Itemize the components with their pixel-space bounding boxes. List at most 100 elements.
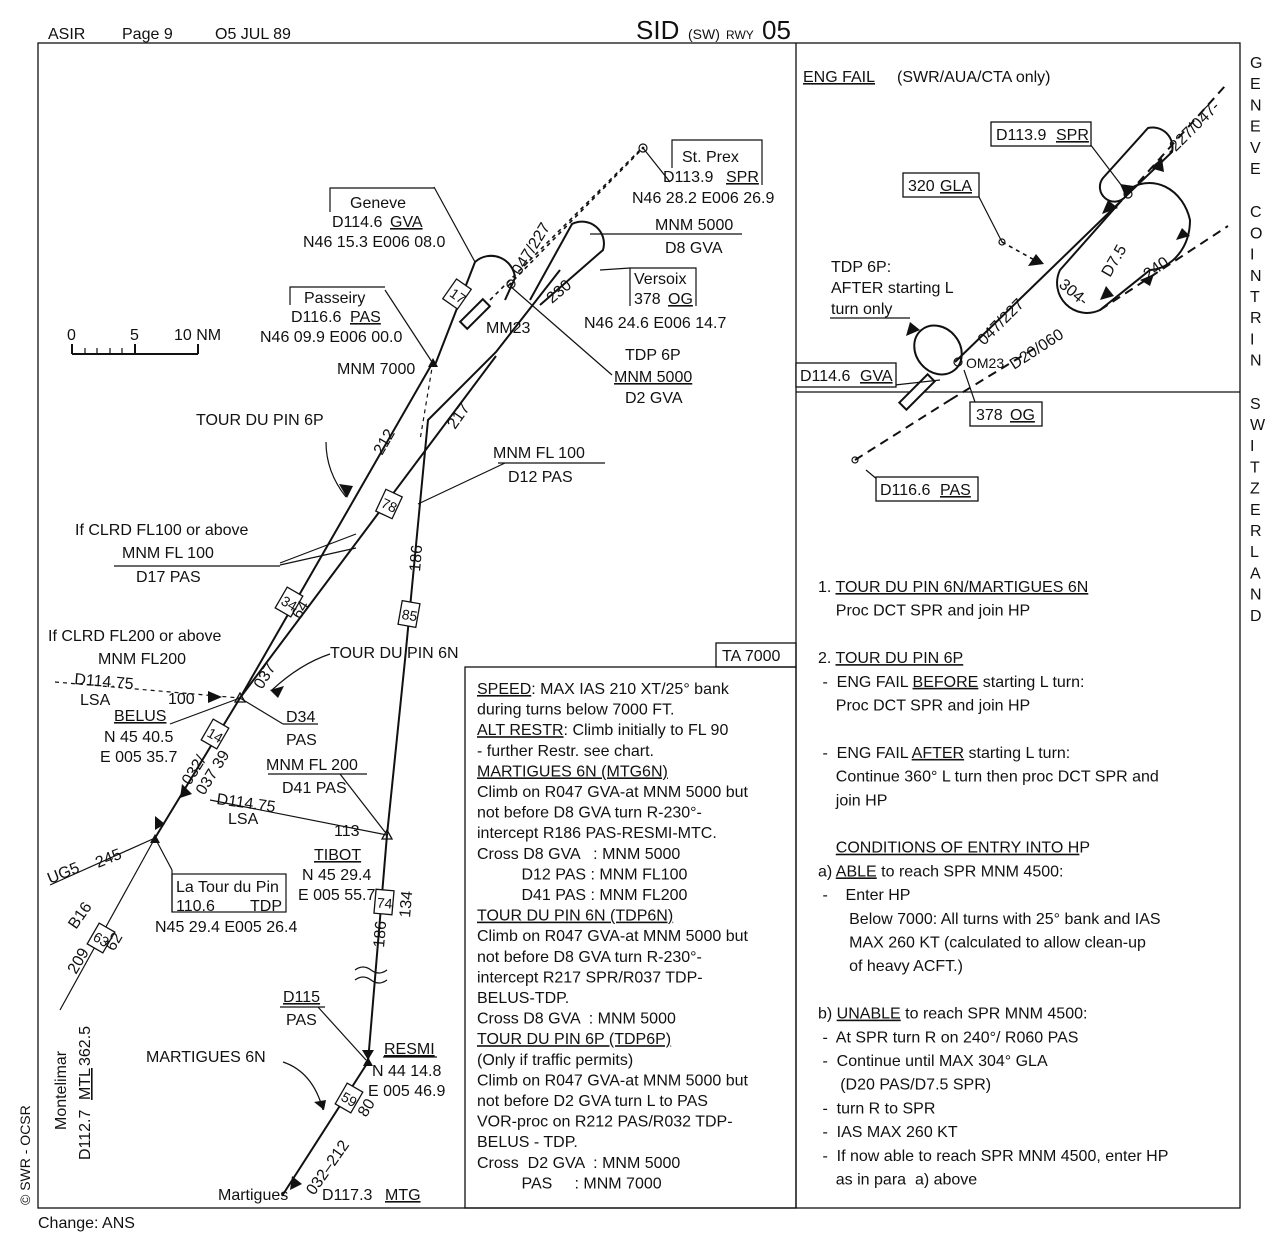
engfail-title: ENG FAIL bbox=[803, 69, 875, 86]
instruction-text: starting L turn: bbox=[964, 745, 1070, 762]
side-title-letter: V bbox=[1250, 140, 1261, 157]
label-mm23: MM23 bbox=[486, 320, 531, 337]
label-b16: B16 bbox=[65, 899, 95, 932]
title-rwy: RWY bbox=[726, 28, 754, 42]
procedure-text: - further Restr. see chart. bbox=[477, 743, 654, 760]
instruction-text: as in para a) above bbox=[818, 1172, 977, 1189]
instruction-line: Proc DCT SPR and join HP bbox=[818, 603, 1030, 620]
procedure-line: Climb on R047 GVA-at MNM 5000 but bbox=[477, 928, 748, 945]
instruction-line: - Enter HP bbox=[818, 887, 910, 904]
procedure-line: - further Restr. see chart. bbox=[477, 743, 654, 760]
procedure-text: : MAX IAS 210 XT/25° bank bbox=[531, 681, 730, 698]
instruction-line: join HP bbox=[818, 792, 887, 809]
instruction-text: starting L turn: bbox=[978, 674, 1084, 691]
latourdupin-coords: N45 29.4 E005 26.4 bbox=[155, 919, 297, 936]
instruction-text: to reach SPR MNM 4500: bbox=[901, 1006, 1088, 1023]
instruction-text: Proc DCT SPR and join HP bbox=[818, 603, 1030, 620]
procedure-text: Climb on R047 GVA-at MNM 5000 but bbox=[477, 784, 748, 801]
ef-spr-box bbox=[990, 121, 1092, 147]
station-passeiry: Passeiry D116.6 PAS N46 09.9 E006 00.0 bbox=[260, 286, 402, 346]
ef-tdp6p: TDP 6P: bbox=[831, 259, 891, 276]
passeiry-ident: PAS bbox=[350, 309, 381, 326]
montelimar-freq: D112.7 bbox=[77, 1109, 94, 1160]
instruction-text: to reach SPR MNM 4500: bbox=[877, 863, 1064, 880]
station-montelimar: Montelimar D112.7 MTL 362.5 bbox=[53, 1026, 94, 1160]
ef-gva-ident: GVA bbox=[860, 368, 893, 385]
label-martigues6n: MARTIGUES 6N bbox=[146, 1049, 266, 1066]
label-r230: 230 bbox=[544, 277, 575, 307]
martigues-ident: MTG bbox=[385, 1187, 421, 1204]
ef-gva-box bbox=[795, 362, 897, 388]
procedure-line: Cross D8 GVA : MNM 5000 bbox=[477, 846, 680, 863]
label-tdp6p: TDP 6P bbox=[625, 347, 681, 364]
label-mnmfl100: MNM FL 100 bbox=[493, 445, 585, 462]
label-mnm5000: MNM 5000 bbox=[655, 217, 733, 234]
procedure-line: VOR-proc on R212 PAS/R032 TDP- bbox=[477, 1114, 733, 1131]
instruction-line: CONDITIONS OF ENTRY INTO HP bbox=[818, 840, 1090, 857]
shield-34: 34 bbox=[278, 592, 300, 614]
title-sid: SID bbox=[636, 15, 679, 45]
side-title-letter: R bbox=[1250, 310, 1262, 327]
montelimar-name: Montelimar bbox=[53, 1050, 70, 1130]
procedure-line: during turns below 7000 FT. bbox=[477, 702, 674, 719]
procedure-text: D41 PAS : MNM FL200 bbox=[477, 887, 688, 904]
label-r64: 64 bbox=[289, 598, 313, 622]
route-shield-63: 63 bbox=[86, 922, 116, 954]
versoix-ident: OG bbox=[668, 291, 693, 308]
belus-lat: N 45 40.5 bbox=[104, 729, 173, 746]
header-page: Page 9 bbox=[122, 26, 173, 43]
instruction-heading: BEFORE bbox=[913, 674, 979, 691]
instruction-text: Continue 360° L turn then proc DCT SPR a… bbox=[818, 769, 1159, 786]
label-clrd200: If CLRD FL200 or above bbox=[48, 628, 222, 645]
route-shield-74: 74 bbox=[373, 888, 395, 916]
montelimar-radial: 362.5 bbox=[77, 1026, 94, 1066]
procedure-text: VOR-proc on R212 PAS/R032 TDP- bbox=[477, 1114, 733, 1131]
instruction-line: - IAS MAX 260 KT bbox=[818, 1124, 958, 1141]
label-r80: 80 bbox=[355, 1096, 379, 1120]
route-shield-34: 34 bbox=[274, 586, 304, 618]
procedure-line: not before D8 GVA turn R-230°- bbox=[477, 805, 702, 822]
shield-74: 74 bbox=[376, 894, 393, 911]
ef-og-box bbox=[969, 401, 1043, 427]
page-title: SID (SW) RWY 05 bbox=[636, 15, 791, 45]
ef-spr-freq: D113.9 bbox=[996, 127, 1047, 144]
tibot-name: TIBOT bbox=[314, 847, 361, 864]
instruction-heading: TOUR DU PIN 6P bbox=[836, 650, 964, 667]
label-d11475: D114.75 bbox=[74, 671, 135, 693]
procedure-line: Climb on R047 GVA-at MNM 5000 but bbox=[477, 784, 748, 801]
versoix-coords: N46 24.6 E006 14.7 bbox=[584, 315, 726, 332]
ef-og-ident: OG bbox=[1010, 407, 1035, 424]
label-d41pas: D41 PAS bbox=[282, 780, 347, 797]
stprex-coords: N46 28.2 E006 26.9 bbox=[632, 190, 774, 207]
shield-78: 78 bbox=[379, 495, 400, 516]
resmi-lat: N 44 14.8 bbox=[372, 1063, 441, 1080]
instruction-text: - Continue until MAX 304° GLA bbox=[818, 1053, 1048, 1070]
procedure-line: SPEED: MAX IAS 210 XT/25° bank bbox=[477, 681, 730, 698]
route-shield-17: 17 bbox=[441, 278, 473, 310]
instruction-text: b) bbox=[818, 1006, 837, 1023]
procedure-text: Climb on R047 GVA-at MNM 5000 but bbox=[477, 928, 748, 945]
instruction-text: join HP bbox=[818, 792, 887, 809]
label-d17pas: D17 PAS bbox=[136, 569, 201, 586]
side-title-letter: Z bbox=[1250, 481, 1260, 498]
label-ug5: UG5 bbox=[45, 860, 82, 888]
station-latourdupin: La Tour du Pin 110.6 TDP N45 29.4 E005 2… bbox=[155, 873, 297, 936]
label-r217: 217 bbox=[444, 401, 473, 433]
label-pas: PAS bbox=[286, 732, 317, 749]
station-martigues: Martigues D117.3 MTG bbox=[218, 1187, 421, 1204]
procedure-text: Cross D8 GVA : MNM 5000 bbox=[477, 846, 680, 863]
latourdupin-ident: TDP bbox=[250, 898, 282, 915]
instruction-line: 2. TOUR DU PIN 6P bbox=[818, 650, 963, 667]
instruction-text: of heavy ACFT.) bbox=[818, 958, 963, 975]
procedure-line: not before D8 GVA turn R-230°- bbox=[477, 949, 702, 966]
procedure-text: SPEED: MAX IAS 210 XT/25° bank during tur… bbox=[477, 681, 748, 1192]
label-clrd100: If CLRD FL100 or above bbox=[75, 522, 249, 539]
ef-pas-ident: PAS bbox=[940, 482, 971, 499]
instruction-line: of heavy ACFT.) bbox=[818, 958, 963, 975]
instruction-text: Below 7000: All turns with 25° bank and … bbox=[818, 911, 1161, 928]
instruction-line: - ENG FAIL AFTER starting L turn: bbox=[818, 745, 1070, 762]
routes: 17 78 34 85 14 74 63 59 bbox=[49, 143, 742, 1197]
belus-name: BELUS bbox=[114, 708, 166, 725]
side-title-letter: T bbox=[1250, 289, 1260, 306]
title-num: 05 bbox=[762, 15, 791, 45]
